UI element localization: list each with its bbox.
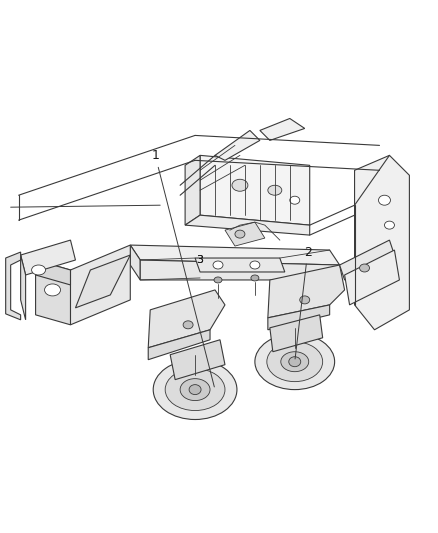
Ellipse shape [378, 195, 390, 205]
Polygon shape [200, 155, 310, 225]
Polygon shape [355, 155, 410, 330]
Ellipse shape [153, 360, 237, 419]
Polygon shape [35, 260, 71, 285]
Ellipse shape [189, 385, 201, 394]
Polygon shape [6, 252, 21, 320]
Ellipse shape [45, 284, 60, 296]
Ellipse shape [214, 277, 222, 283]
Ellipse shape [250, 261, 260, 269]
Polygon shape [21, 255, 25, 320]
Ellipse shape [235, 230, 245, 238]
Ellipse shape [232, 179, 248, 191]
Ellipse shape [289, 357, 301, 367]
Polygon shape [345, 250, 399, 305]
Ellipse shape [32, 265, 46, 275]
Ellipse shape [375, 245, 388, 255]
Polygon shape [130, 245, 140, 280]
Ellipse shape [213, 261, 223, 269]
Polygon shape [339, 240, 395, 280]
Ellipse shape [183, 321, 193, 329]
Ellipse shape [165, 369, 225, 410]
Polygon shape [185, 155, 200, 225]
Polygon shape [130, 245, 339, 265]
Ellipse shape [281, 352, 309, 372]
Ellipse shape [360, 264, 370, 272]
Text: 2: 2 [295, 246, 312, 359]
Polygon shape [140, 260, 339, 280]
Ellipse shape [268, 185, 282, 195]
Polygon shape [35, 260, 71, 325]
Ellipse shape [255, 334, 335, 390]
Ellipse shape [371, 271, 381, 279]
Text: 3: 3 [197, 255, 204, 265]
Polygon shape [195, 258, 285, 272]
Polygon shape [260, 118, 305, 140]
Polygon shape [185, 215, 310, 235]
Polygon shape [270, 315, 323, 352]
Text: 1: 1 [151, 149, 214, 387]
Polygon shape [21, 240, 75, 275]
Polygon shape [148, 290, 225, 348]
Polygon shape [268, 265, 345, 318]
Ellipse shape [385, 221, 395, 229]
Ellipse shape [300, 296, 310, 304]
Polygon shape [75, 255, 130, 308]
Ellipse shape [251, 275, 259, 281]
Polygon shape [71, 245, 130, 325]
Text: 3: 3 [197, 255, 204, 265]
Polygon shape [170, 340, 225, 379]
Ellipse shape [267, 342, 323, 382]
Ellipse shape [290, 196, 300, 204]
Polygon shape [225, 222, 265, 246]
Polygon shape [215, 131, 260, 160]
Ellipse shape [180, 378, 210, 401]
Polygon shape [268, 305, 330, 330]
Polygon shape [148, 330, 210, 360]
